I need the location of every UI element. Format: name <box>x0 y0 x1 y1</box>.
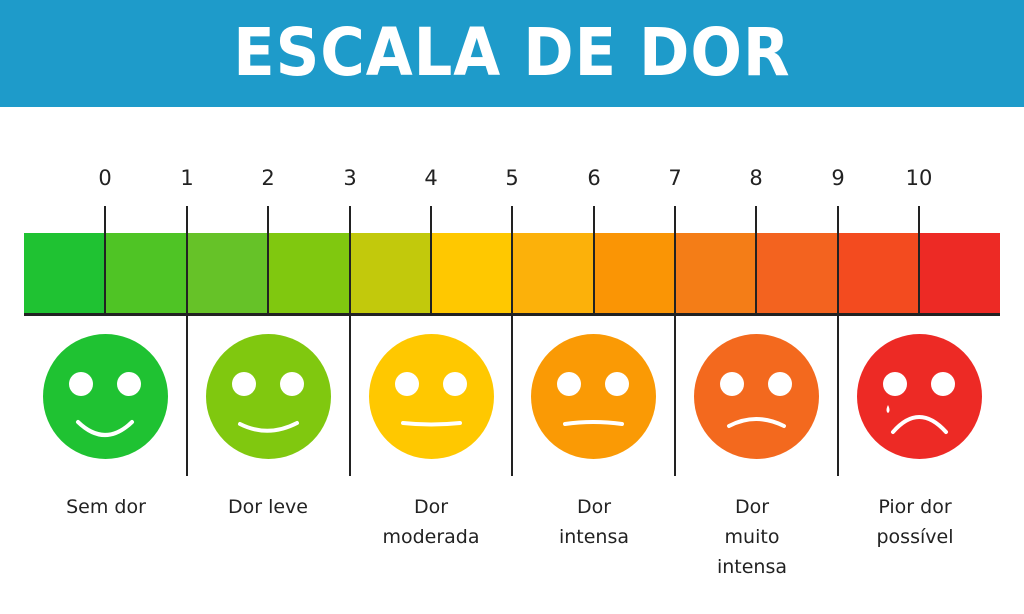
tick-line <box>267 206 269 314</box>
face-moderate-pain-icon <box>369 334 494 459</box>
bar-segment <box>187 233 268 313</box>
face-no-pain-icon <box>43 334 168 459</box>
face-intense-pain-icon <box>531 334 656 459</box>
tick-label-9: 9 <box>831 166 845 190</box>
tick-label-0: 0 <box>98 166 112 190</box>
tick-line <box>104 206 106 314</box>
bar-segment <box>431 233 512 313</box>
bar-segment <box>350 233 431 313</box>
tick-label-2: 2 <box>261 166 275 190</box>
category-label-worst: Pior dor possível <box>876 496 954 548</box>
bar-segment <box>594 233 675 313</box>
bar-segment <box>675 233 756 313</box>
tick-label-5: 5 <box>505 166 519 190</box>
pain-color-bar <box>24 233 1000 313</box>
tick-line <box>755 206 757 314</box>
title-banner: ESCALA DE DOR <box>0 0 1024 107</box>
tick-line <box>593 206 595 314</box>
bar-segment <box>756 233 838 313</box>
tick-label-4: 4 <box>424 166 438 190</box>
tick-label-10: 10 <box>905 166 933 190</box>
bar-segment <box>105 233 187 313</box>
tick-label-3: 3 <box>343 166 357 190</box>
tick-label-6: 6 <box>587 166 601 190</box>
category-label-mild: Dor leve <box>227 496 308 518</box>
tick-line <box>430 206 432 314</box>
face-worst-pain-icon <box>857 334 982 459</box>
tick-label-7: 7 <box>668 166 682 190</box>
category-divider <box>186 206 188 476</box>
category-label-very-intense: Dor muito intensa <box>716 496 788 578</box>
bar-segment <box>838 233 919 313</box>
bar-segment <box>24 233 105 313</box>
category-label-intense: Dor intensa <box>558 496 630 548</box>
face-mild-pain-icon <box>206 334 331 459</box>
category-divider <box>837 206 839 476</box>
bar-segment <box>919 233 1000 313</box>
category-label-no-pain: Sem dor <box>66 496 146 518</box>
tick-label-1: 1 <box>180 166 194 190</box>
category-label-moderate: Dor moderada <box>382 496 480 548</box>
tick-line <box>918 206 920 314</box>
page-title: ESCALA DE DOR <box>233 14 791 91</box>
category-divider <box>349 206 351 476</box>
face-very-intense-pain-icon <box>694 334 819 459</box>
bar-segment <box>512 233 594 313</box>
bar-segment <box>268 233 350 313</box>
category-divider <box>511 206 513 476</box>
tick-label-8: 8 <box>749 166 763 190</box>
category-divider <box>674 206 676 476</box>
